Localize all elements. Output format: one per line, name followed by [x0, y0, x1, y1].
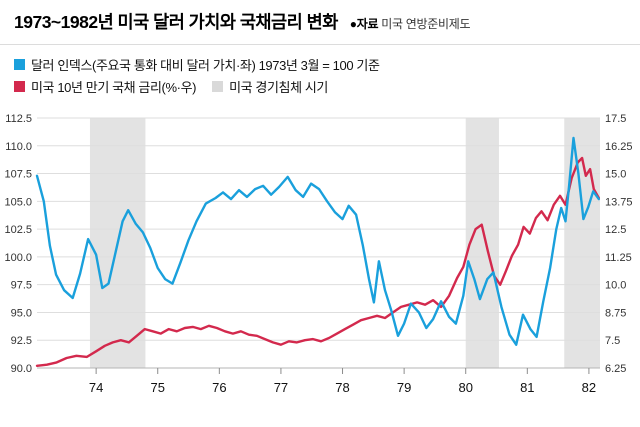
x-axis-label: 74 — [89, 380, 103, 395]
left-axis-label: 107.5 — [4, 169, 32, 181]
recession-legend-swatch — [212, 80, 224, 92]
left-axis-label: 105.0 — [4, 196, 32, 208]
right-axis-label: 8.75 — [605, 307, 626, 319]
bond-legend-swatch — [14, 80, 25, 92]
x-axis-label: 82 — [582, 380, 596, 395]
legend-row-1: 달러 인덱스(주요국 통화 대비 달러 가치·좌) 1973년 3월 = 100… — [14, 53, 380, 75]
recession-legend-label: 미국 경기침체 시기 — [229, 79, 328, 95]
chart-legend: 달러 인덱스(주요국 통화 대비 달러 가치·좌) 1973년 3월 = 100… — [14, 53, 380, 97]
right-axis-label: 13.75 — [605, 196, 633, 208]
right-axis-label: 16.25 — [605, 141, 633, 153]
dollar-index-line — [35, 136, 600, 346]
dollar-legend-swatch — [14, 58, 25, 70]
legend-row-2: 미국 10년 만기 국채 금리(%·우) 미국 경기침체 시기 — [14, 75, 380, 97]
right-axis-label: 11.25 — [605, 252, 632, 264]
left-axis-label: 95.0 — [11, 307, 32, 319]
dollar-legend-label: 달러 인덱스(주요국 통화 대비 달러 가치·좌) 1973년 3월 = 100… — [31, 57, 380, 73]
right-axis-label: 12.5 — [605, 224, 626, 236]
x-axis-label: 79 — [397, 380, 411, 395]
legend-item-bond: 미국 10년 만기 국채 금리(%·우) — [14, 77, 196, 96]
legend-item-recession: 미국 경기침체 시기 — [212, 77, 328, 96]
right-axis-label: 7.5 — [605, 335, 620, 347]
right-axis-label: 6.25 — [605, 363, 626, 375]
treasury-yield-line — [35, 156, 600, 367]
source-note: ●자료 미국 연방준비제도 — [349, 15, 471, 32]
right-axis-label: 10.0 — [605, 280, 626, 292]
x-axis-label: 81 — [520, 380, 534, 395]
dual-axis-line-chart: 112.5 17.5 110.0 16.25 107.5 15.0 105.0 13.75 10… — [4, 113, 633, 395]
source-text: 미국 연방준비제도 — [381, 17, 471, 31]
x-axis-label: 75 — [150, 380, 164, 395]
left-axis-label: 97.5 — [11, 280, 32, 292]
recession-band — [564, 118, 600, 368]
left-axis-label: 100.0 — [4, 252, 32, 264]
bond-legend-label: 미국 10년 만기 국채 금리(%·우) — [31, 79, 197, 95]
x-axis-label: 77 — [274, 380, 288, 395]
x-axis-label: 76 — [212, 380, 226, 395]
right-axis-label: 15.0 — [605, 169, 626, 181]
x-axis-label: 80 — [458, 380, 472, 395]
left-axis-label: 110.0 — [5, 141, 32, 153]
x-axis-label: 78 — [335, 380, 349, 395]
left-axis-label: 92.5 — [11, 335, 32, 347]
left-axis-label: 90.0 — [11, 363, 32, 375]
left-axis-label: 102.5 — [4, 224, 32, 236]
source-label: ●자료 — [349, 17, 379, 31]
header-divider — [0, 44, 640, 45]
page-title: 1973~1982년 미국 달러 가치와 국채금리 변화 — [14, 12, 338, 32]
header: 1973~1982년 미국 달러 가치와 국채금리 변화 ●자료 미국 연방준비제… — [14, 9, 630, 34]
right-axis-label: 17.5 — [605, 113, 626, 125]
legend-item-dollar: 달러 인덱스(주요국 통화 대비 달러 가치·좌) 1973년 3월 = 100… — [14, 55, 380, 74]
left-axis-label: 112.5 — [5, 113, 32, 125]
